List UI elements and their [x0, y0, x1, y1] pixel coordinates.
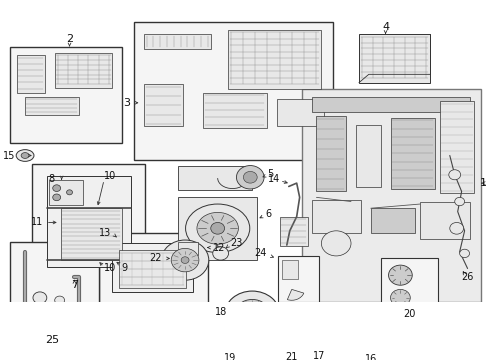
Ellipse shape: [21, 153, 29, 158]
Circle shape: [286, 338, 296, 346]
Bar: [32, 164, 144, 277]
Text: 17: 17: [313, 351, 325, 360]
Ellipse shape: [197, 212, 238, 244]
Text: 21: 21: [285, 352, 297, 360]
Text: 14: 14: [267, 174, 280, 184]
Circle shape: [454, 197, 464, 206]
Bar: [178, 166, 252, 190]
Bar: [203, 93, 266, 128]
Bar: [281, 260, 297, 279]
Bar: [311, 97, 468, 112]
Circle shape: [281, 334, 301, 351]
Wedge shape: [287, 289, 303, 300]
Bar: [112, 303, 195, 352]
Bar: [311, 200, 360, 233]
Text: 16: 16: [364, 354, 376, 360]
Bar: [133, 22, 332, 160]
Ellipse shape: [337, 339, 362, 357]
Ellipse shape: [16, 150, 34, 161]
Text: 12: 12: [212, 243, 224, 253]
Bar: [380, 258, 437, 307]
Circle shape: [53, 194, 61, 201]
Ellipse shape: [185, 204, 249, 253]
Circle shape: [459, 249, 468, 258]
Text: 5: 5: [266, 169, 273, 179]
Text: 23: 23: [230, 238, 243, 248]
Bar: [370, 208, 414, 233]
Bar: [301, 89, 480, 302]
Text: 24: 24: [254, 248, 266, 258]
Bar: [17, 55, 45, 93]
Circle shape: [315, 334, 326, 345]
Bar: [10, 242, 99, 329]
Text: 8: 8: [49, 174, 55, 184]
Bar: [227, 30, 321, 89]
Bar: [178, 197, 257, 260]
Bar: [25, 97, 79, 115]
Text: 19: 19: [224, 353, 236, 360]
Bar: [47, 176, 130, 267]
Bar: [330, 336, 368, 360]
Circle shape: [244, 308, 260, 321]
Bar: [61, 208, 122, 260]
Bar: [279, 217, 307, 246]
Circle shape: [243, 171, 257, 183]
Circle shape: [390, 289, 409, 306]
Circle shape: [181, 257, 189, 264]
Text: 20: 20: [402, 310, 415, 319]
Circle shape: [309, 329, 332, 350]
Circle shape: [33, 292, 47, 303]
Text: 1: 1: [478, 178, 486, 188]
Bar: [276, 99, 324, 126]
Circle shape: [234, 300, 269, 329]
Circle shape: [53, 185, 61, 192]
Bar: [355, 125, 380, 187]
Text: 10: 10: [104, 171, 116, 181]
Text: 10: 10: [104, 264, 116, 274]
Bar: [143, 34, 210, 49]
Text: 4: 4: [381, 22, 388, 32]
Text: 2: 2: [66, 34, 73, 44]
Text: 3: 3: [122, 98, 129, 108]
Text: 7: 7: [71, 280, 78, 290]
Text: 25: 25: [44, 334, 59, 345]
Circle shape: [171, 248, 199, 272]
Bar: [10, 47, 122, 143]
Text: 15: 15: [3, 150, 15, 161]
Text: 9: 9: [122, 264, 128, 274]
Circle shape: [236, 166, 264, 189]
Text: 18: 18: [215, 307, 227, 317]
Circle shape: [210, 222, 224, 234]
Bar: [358, 34, 429, 83]
Bar: [419, 202, 468, 239]
Text: 6: 6: [264, 209, 271, 219]
Circle shape: [321, 231, 350, 256]
Bar: [178, 242, 198, 255]
Bar: [99, 233, 207, 359]
Text: 11: 11: [31, 217, 43, 228]
Text: 13: 13: [99, 228, 111, 238]
Circle shape: [449, 222, 463, 234]
Bar: [316, 116, 346, 192]
Text: 22: 22: [148, 253, 161, 264]
Circle shape: [66, 190, 72, 195]
Bar: [112, 243, 193, 292]
Circle shape: [448, 170, 460, 180]
Bar: [119, 250, 186, 288]
Ellipse shape: [344, 344, 355, 352]
Bar: [49, 180, 83, 205]
Circle shape: [242, 341, 258, 355]
Bar: [143, 84, 183, 126]
Bar: [439, 101, 473, 193]
Circle shape: [235, 336, 264, 360]
Bar: [277, 256, 319, 302]
Circle shape: [212, 247, 228, 260]
Circle shape: [224, 291, 279, 338]
Bar: [390, 118, 434, 189]
Text: 26: 26: [461, 272, 473, 282]
Circle shape: [161, 240, 208, 280]
Circle shape: [55, 296, 64, 305]
Circle shape: [388, 265, 411, 285]
Bar: [55, 53, 112, 88]
